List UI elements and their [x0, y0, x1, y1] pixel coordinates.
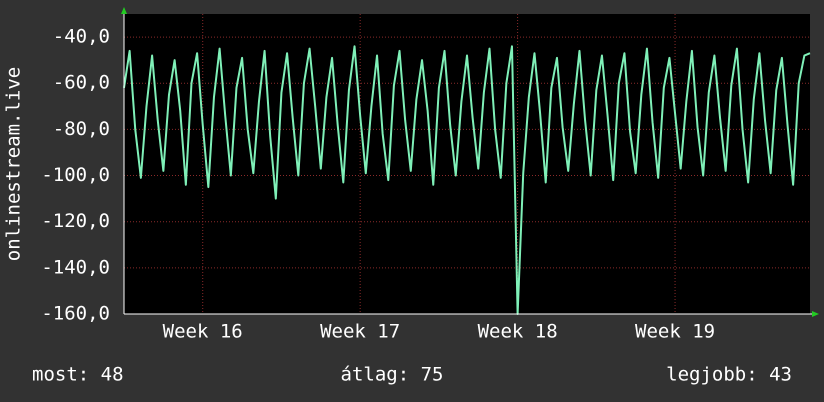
x-tick-label: Week 16	[163, 321, 243, 343]
y-tick-label: -160,0	[41, 303, 110, 325]
y-tick-label: -60,0	[53, 72, 110, 94]
y-tick-label: -80,0	[53, 118, 110, 140]
footer-stat: átlag: 75	[341, 364, 444, 386]
footer-stat: legjobb: 43	[666, 364, 792, 386]
y-tick-label: -100,0	[41, 164, 110, 186]
x-tick-label: Week 17	[320, 321, 400, 343]
y-axis-title: onlinestream.live	[3, 67, 25, 261]
x-tick-label: Week 19	[635, 321, 715, 343]
data-line	[123, 45, 811, 315]
axis-arrow	[812, 311, 819, 317]
y-tick-label: -40,0	[53, 26, 110, 48]
x-tick-label: Week 18	[478, 321, 558, 343]
y-tick-label: -120,0	[41, 210, 110, 232]
axis-arrow	[121, 7, 127, 14]
footer-stat: most: 48	[32, 364, 124, 386]
y-tick-label: -140,0	[41, 256, 110, 278]
